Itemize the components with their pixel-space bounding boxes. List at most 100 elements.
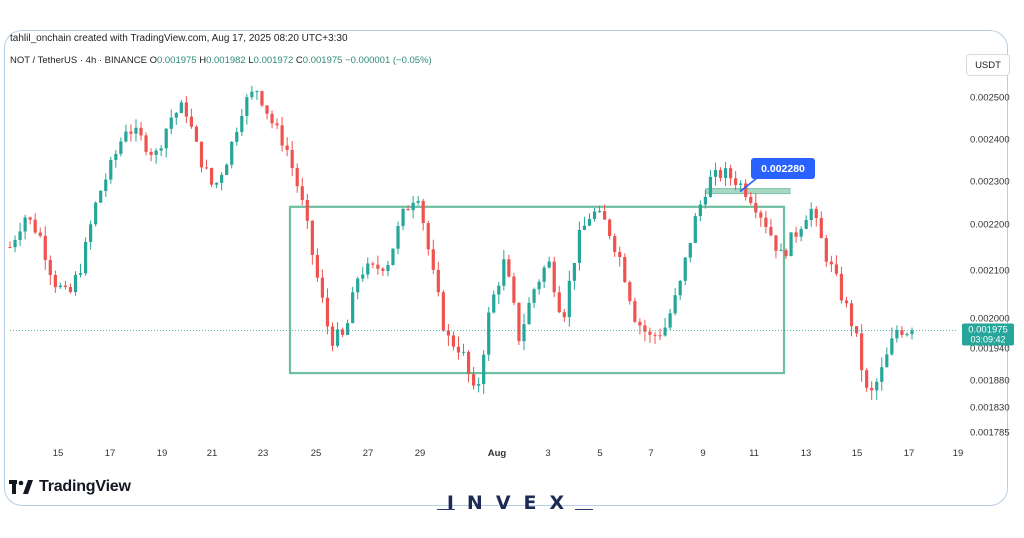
y-tick-label: 0.001785 xyxy=(970,428,1010,439)
candle-body xyxy=(532,289,536,303)
candle-body xyxy=(411,202,415,211)
candle-body xyxy=(764,217,768,227)
candle-body xyxy=(194,126,199,142)
candle-body xyxy=(361,274,365,279)
candle-body xyxy=(567,280,571,318)
candle-body xyxy=(683,257,687,281)
candle-body xyxy=(734,178,738,185)
candle-body xyxy=(829,261,833,265)
y-tick-label: 0.001880 xyxy=(970,376,1010,387)
candle-body xyxy=(184,102,188,117)
candle-body xyxy=(456,346,461,353)
candle-body xyxy=(406,208,410,211)
candle-body xyxy=(330,326,335,346)
candle-body xyxy=(48,259,52,275)
countdown-text: 03:09:42 xyxy=(970,335,1005,345)
change-value: −0.000001 (−0.05%) xyxy=(345,55,432,66)
candle-body xyxy=(436,269,440,293)
candle-body xyxy=(396,226,400,249)
candle-body xyxy=(744,183,748,197)
candle-body xyxy=(265,105,269,114)
candle-body xyxy=(870,387,874,391)
candle-body xyxy=(547,261,551,268)
candle-body xyxy=(477,384,481,386)
candle-body xyxy=(250,91,254,98)
candle-body xyxy=(517,302,521,342)
candle-body xyxy=(592,211,597,220)
candle-body xyxy=(199,141,204,168)
current-price-text: 0.001975 xyxy=(968,325,1008,336)
candle-body xyxy=(582,225,587,230)
candle-body xyxy=(854,326,859,334)
candle-body xyxy=(723,168,728,178)
x-tick-label: 3 xyxy=(545,448,550,459)
attribution-text: tahlil_onchain created with TradingView.… xyxy=(10,33,348,44)
callout-pointer xyxy=(739,177,758,193)
candle-body xyxy=(58,285,62,288)
candle-body xyxy=(260,91,264,106)
candle-body xyxy=(688,242,692,258)
x-tick-label: 5 xyxy=(597,448,602,459)
candle-body xyxy=(638,321,642,326)
candle-body xyxy=(860,333,864,371)
candle-body xyxy=(270,113,274,124)
candle-body xyxy=(824,238,828,262)
candle-body xyxy=(562,312,566,318)
candle-body xyxy=(144,135,148,152)
x-tick-label: Aug xyxy=(488,448,507,459)
x-tick-label: 25 xyxy=(311,448,322,459)
candle-body xyxy=(703,196,707,205)
candle-body xyxy=(502,259,506,286)
candle-body xyxy=(537,281,541,290)
candle-body xyxy=(839,273,844,301)
candle-body xyxy=(23,217,27,232)
candle-body xyxy=(300,186,304,201)
candle-body xyxy=(910,330,914,335)
candle-body xyxy=(401,208,405,227)
currency-button[interactable]: USDT xyxy=(966,54,1010,76)
candle-body xyxy=(28,217,32,220)
candle-body xyxy=(204,167,209,169)
candle-body xyxy=(340,329,345,335)
x-tick-label: 19 xyxy=(157,448,168,459)
candle-body xyxy=(466,351,471,375)
symbol-name: NOT / TetherUS · 4h · BINANCE xyxy=(10,55,147,66)
candle-body xyxy=(391,248,395,266)
candle-body xyxy=(351,292,355,324)
candle-body xyxy=(668,313,672,328)
candle-body xyxy=(633,301,637,322)
candle-body xyxy=(693,216,697,243)
x-tick-label: 23 xyxy=(258,448,269,459)
candle-body xyxy=(749,196,753,203)
candle-body xyxy=(613,236,617,252)
candle-body xyxy=(280,125,284,146)
candle-body xyxy=(129,131,133,134)
candle-body xyxy=(285,145,289,150)
candle-body xyxy=(154,150,158,155)
candle-body xyxy=(900,330,904,335)
candle-body xyxy=(794,232,798,237)
low-label: L xyxy=(248,55,254,66)
close-value: 0.001975 xyxy=(302,55,343,66)
candle-body xyxy=(366,263,370,275)
candle-body xyxy=(769,226,773,236)
candle-body xyxy=(68,286,73,293)
x-tick-label: 15 xyxy=(53,448,64,459)
candle-body xyxy=(446,330,451,336)
callout-label: 0.002280 xyxy=(761,163,805,175)
candle-body xyxy=(356,278,360,293)
candle-body xyxy=(653,334,657,336)
candle-body xyxy=(245,97,249,117)
tradingview-wordmark: TradingView xyxy=(39,478,131,495)
candle-body xyxy=(416,201,420,203)
watermark-line-left xyxy=(437,509,455,510)
candle-body xyxy=(844,300,849,304)
candle-body xyxy=(124,131,128,142)
x-tick-label: 19 xyxy=(953,448,964,459)
candle-body xyxy=(678,280,682,296)
candle-body xyxy=(834,264,839,274)
candle-body xyxy=(713,170,718,177)
y-tick-label: 0.001940 xyxy=(970,344,1010,355)
candle-body xyxy=(149,151,153,155)
